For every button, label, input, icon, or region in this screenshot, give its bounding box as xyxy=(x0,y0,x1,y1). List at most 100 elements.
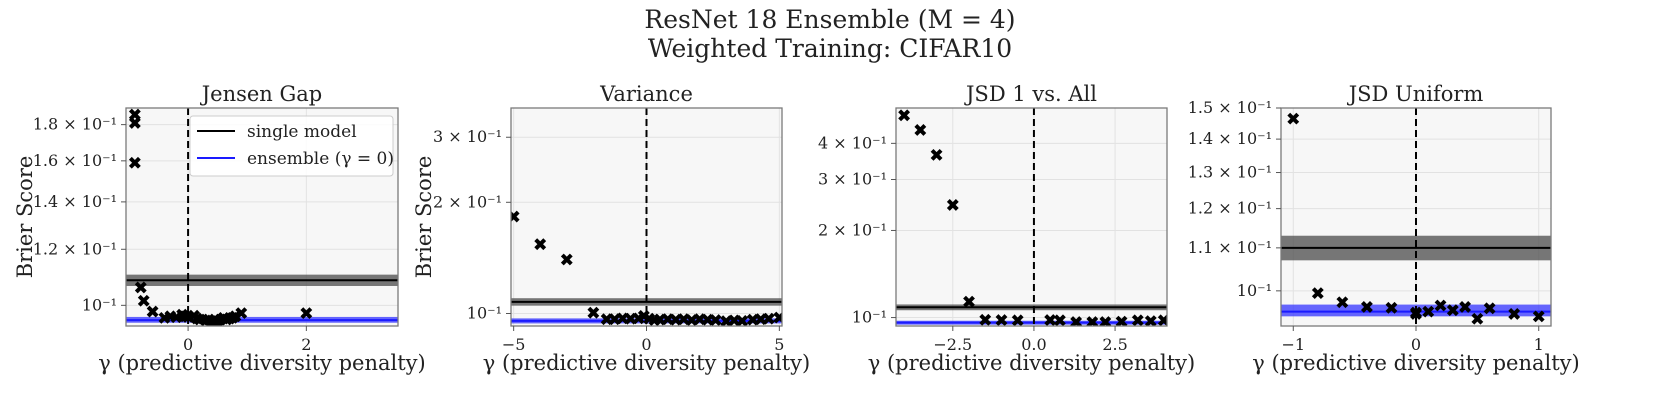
panel-1: −5 0 5 10⁻¹ 2 × 10⁻¹ 3 × 10⁻¹ Variance γ (predi… xyxy=(412,82,810,375)
panel-title: JSD 1 vs. All xyxy=(964,82,1097,106)
y-tick-label: 1.3 × 10⁻¹ xyxy=(1188,163,1272,182)
data-point-x-marker xyxy=(511,210,520,223)
data-point-x-marker xyxy=(1070,316,1083,326)
data-point-x-marker xyxy=(1446,304,1459,317)
y-tick-label: 10⁻¹ xyxy=(1237,281,1272,300)
y-axis-label: Brier Score xyxy=(13,156,37,279)
data-point-x-marker xyxy=(963,295,975,308)
y-tick-label: 1.1 × 10⁻¹ xyxy=(1188,238,1272,257)
data-point-x-marker xyxy=(979,313,992,326)
data-point-x-marker xyxy=(1459,300,1472,313)
legend-box xyxy=(189,115,394,177)
data-point-x-marker xyxy=(1360,300,1373,313)
data-point-x-marker xyxy=(1115,315,1128,326)
data-point-x-marker xyxy=(300,307,313,320)
data-point-x-marker xyxy=(1471,312,1484,325)
legend: single model ensemble (γ = 0) xyxy=(189,115,394,177)
y-axis-label: Brier Score xyxy=(412,156,436,279)
y-tick-label: 2 × 10⁻¹ xyxy=(818,220,887,239)
data-point-x-marker xyxy=(1144,315,1157,326)
panel-3: −1 0 1 10⁻¹ 1.1 × 10⁻¹ 1.2 × 10⁻¹ 1.3 × 10⁻¹ 1.… xyxy=(1188,82,1580,375)
data-point-x-marker xyxy=(1336,296,1349,309)
y-tick-label: 10⁻¹ xyxy=(467,303,502,322)
x-tick-label: −5 xyxy=(502,335,526,354)
x-axis-label: γ (predictive diversity penalty) xyxy=(98,351,425,375)
y-tick-label: 1.5 × 10⁻¹ xyxy=(1188,98,1272,117)
chart-panels: 0 2 10⁻¹ 1.2 × 10⁻¹ 1.4 × 10⁻¹ 1.6 × 10⁻¹ 1.8 … xyxy=(13,82,1580,375)
x-tick-label: 2.5 xyxy=(1102,335,1127,354)
x-tick-label: 0 xyxy=(641,335,651,354)
x-tick-label: 1 xyxy=(1534,335,1544,354)
data-point-x-marker xyxy=(1131,314,1144,326)
legend-ensemble-label: ensemble (γ = 0) xyxy=(247,149,394,169)
y-tick-label: 1.4 × 10⁻¹ xyxy=(33,192,117,211)
data-point-x-marker xyxy=(1011,314,1024,326)
data-point-x-marker xyxy=(560,253,573,266)
y-tick-label: 1.4 × 10⁻¹ xyxy=(1188,129,1272,148)
data-point-x-marker xyxy=(762,312,775,325)
data-point-x-marker xyxy=(1099,316,1112,326)
y-tick-label: 1.2 × 10⁻¹ xyxy=(1188,199,1272,218)
data-point-x-marker xyxy=(128,156,141,169)
figure-title-line-2: Weighted Training: CIFAR10 xyxy=(648,34,1012,63)
data-point-x-marker xyxy=(773,311,782,324)
data-point-x-marker xyxy=(587,306,600,319)
panel-0: 0 2 10⁻¹ 1.2 × 10⁻¹ 1.4 × 10⁻¹ 1.6 × 10⁻¹ 1.8 … xyxy=(13,82,426,375)
data-point-x-marker xyxy=(1422,305,1435,318)
y-tick-label: 10⁻¹ xyxy=(82,295,117,314)
panel-title: Variance xyxy=(599,82,693,106)
y-tick-label: 1.8 × 10⁻¹ xyxy=(33,115,117,134)
data-point-x-marker xyxy=(898,109,911,122)
data-point-x-marker xyxy=(995,314,1008,326)
data-point-x-marker xyxy=(930,148,943,161)
data-point-x-marker xyxy=(1508,308,1521,320)
data-point-x-marker xyxy=(946,199,959,211)
y-tick-label: 3 × 10⁻¹ xyxy=(433,127,502,146)
data-point-x-marker xyxy=(736,314,749,326)
legend-single-label: single model xyxy=(247,122,357,142)
data-point-x-marker xyxy=(1053,314,1066,326)
x-axis-label: γ (predictive diversity penalty) xyxy=(868,351,1195,375)
data-point-x-marker xyxy=(128,117,141,129)
panel-plot-area xyxy=(896,108,1167,326)
figure-title-line-1: ResNet 18 Ensemble (M = 4) xyxy=(644,5,1015,34)
y-tick-label: 4 × 10⁻¹ xyxy=(818,133,887,152)
panel-title: Jensen Gap xyxy=(200,82,323,106)
data-point-x-marker xyxy=(1532,310,1545,323)
x-tick-label: 0 xyxy=(1411,335,1421,354)
panel-plot-area xyxy=(126,108,398,326)
x-tick-label: −1 xyxy=(1281,335,1305,354)
data-point-x-marker xyxy=(914,124,927,136)
x-tick-label: 0.0 xyxy=(1021,335,1046,354)
panel-title: JSD Uniform xyxy=(1347,82,1484,106)
x-tick-label: 2 xyxy=(301,335,311,354)
data-point-x-marker xyxy=(134,281,147,294)
x-tick-label: 0 xyxy=(183,335,193,354)
data-point-x-marker xyxy=(1385,301,1398,314)
y-tick-label: 10⁻¹ xyxy=(852,308,887,327)
panel-frame xyxy=(895,107,1168,327)
panel-background xyxy=(896,108,1167,326)
x-tick-label: 5 xyxy=(774,335,784,354)
data-point-x-marker xyxy=(137,294,150,307)
data-point-x-marker xyxy=(1483,302,1496,315)
y-tick-label: 2 × 10⁻¹ xyxy=(433,192,502,211)
y-tick-label: 3 × 10⁻¹ xyxy=(818,170,887,189)
data-point-x-marker xyxy=(235,307,248,320)
data-point-x-marker xyxy=(1311,287,1324,300)
data-point-x-marker xyxy=(534,238,547,251)
data-point-x-marker xyxy=(1287,112,1300,125)
y-tick-label: 1.2 × 10⁻¹ xyxy=(33,239,117,258)
data-point-x-marker xyxy=(146,305,159,318)
data-point-x-marker xyxy=(1434,299,1447,312)
panel-frame xyxy=(125,107,399,327)
x-tick-label: −2.5 xyxy=(933,335,972,354)
panel-2: −2.5 0.0 2.5 10⁻¹ 2 × 10⁻¹ 3 × 10⁻¹ 4 × 10⁻¹ JS… xyxy=(818,82,1195,375)
data-point-x-marker xyxy=(1044,314,1057,326)
panel-plot-area xyxy=(1281,108,1551,326)
data-point-x-marker xyxy=(709,314,722,326)
x-axis-label: γ (predictive diversity penalty) xyxy=(483,351,810,375)
data-point-x-marker xyxy=(1086,316,1099,326)
panel-plot-area xyxy=(511,108,782,326)
